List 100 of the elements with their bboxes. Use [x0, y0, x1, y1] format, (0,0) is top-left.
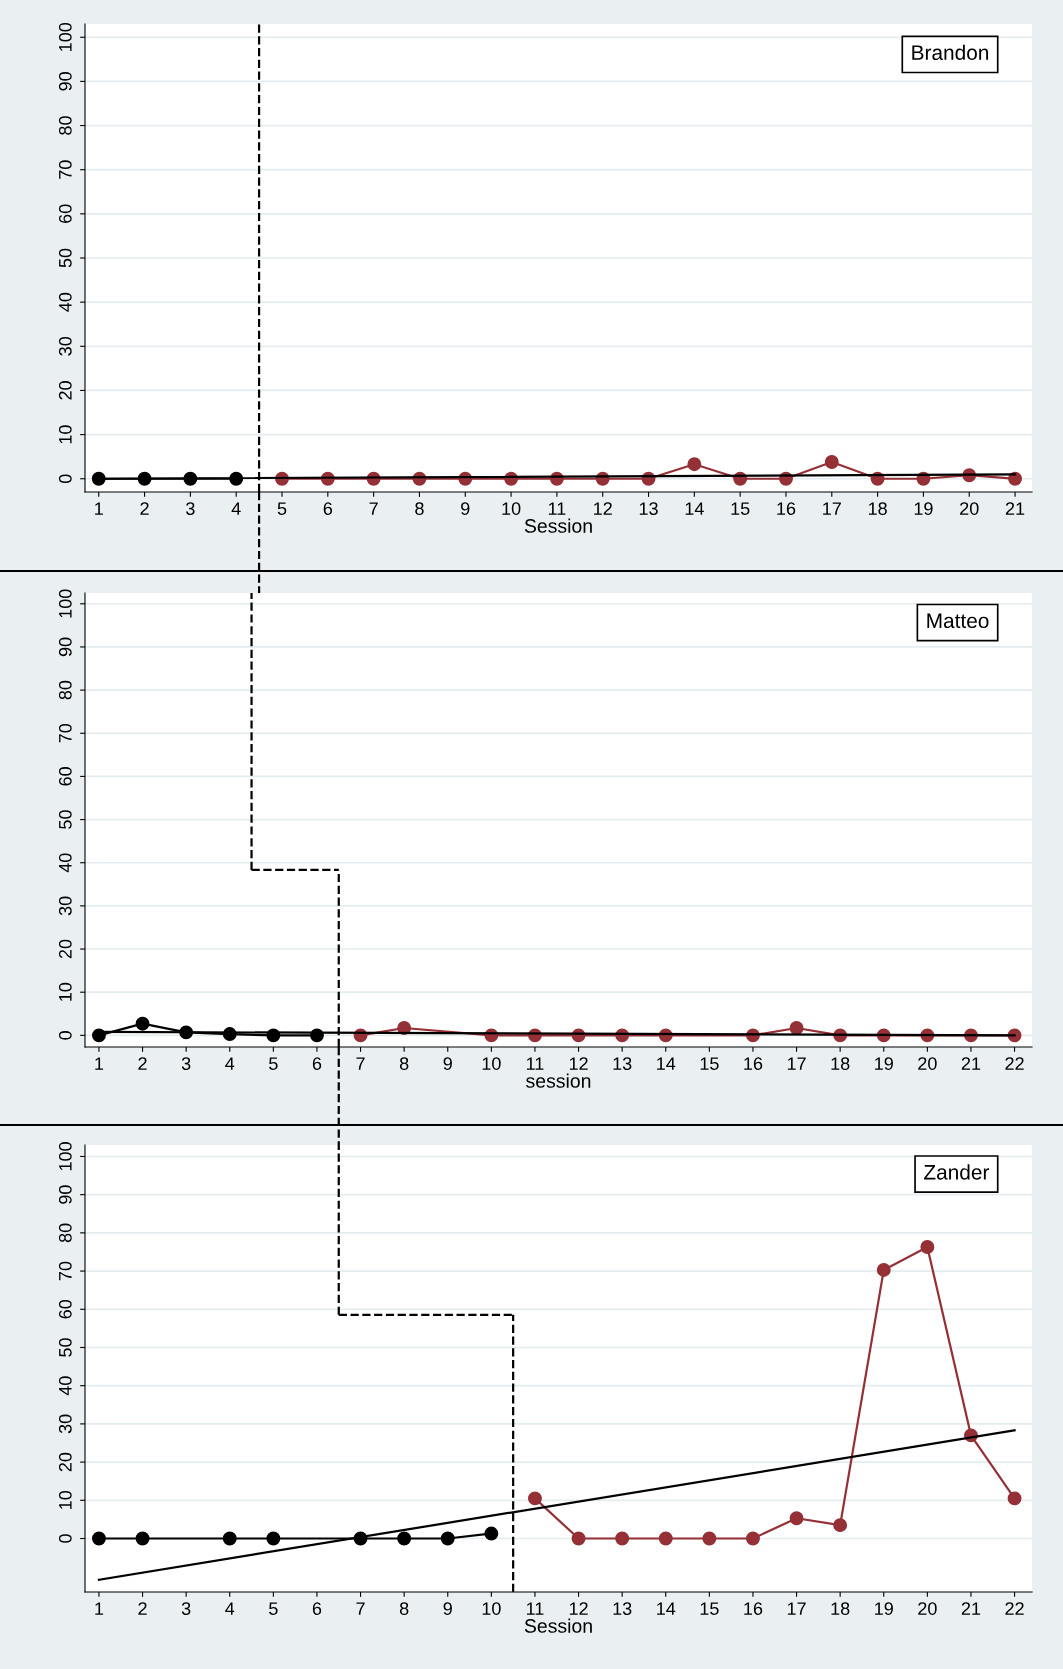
x-tick-label: 14 — [685, 502, 704, 515]
x-tick-label: 3 — [181, 1057, 191, 1070]
y-tick-label: 30 — [58, 336, 72, 356]
x-tick-label: 11 — [526, 1602, 544, 1615]
y-tick-label: 60 — [58, 1299, 72, 1319]
x-tick-label: 1 — [95, 502, 103, 515]
x-tick-label: 22 — [1005, 1602, 1024, 1615]
x-tick-label: 18 — [831, 1602, 850, 1615]
y-tick-label: 40 — [58, 1376, 72, 1396]
x-tick-label: 17 — [787, 1602, 806, 1615]
x-tick-label: 8 — [399, 1602, 409, 1615]
x-axis-title: Session — [524, 1618, 592, 1633]
x-tick-label: 19 — [914, 502, 933, 515]
x-tick-label: 2 — [140, 502, 149, 515]
annotation: Zander — [924, 1164, 990, 1180]
x-tick-label: 21 — [1005, 502, 1025, 515]
y-tick-label: 70 — [58, 1261, 72, 1281]
x-tick-label: 4 — [231, 502, 241, 515]
x-tick-label: 11 — [548, 502, 566, 515]
y-tick-label: 20 — [58, 381, 72, 400]
y-tick-label: 30 — [58, 1414, 72, 1434]
x-tick-label: 15 — [700, 1057, 719, 1070]
y-tick-label: 70 — [58, 723, 72, 743]
x-tick-label: 9 — [443, 1057, 452, 1070]
y-tick-label: 20 — [58, 939, 72, 959]
x-axis-title: Session — [524, 518, 592, 533]
y-tick-label: 60 — [58, 204, 72, 223]
x-tick-label: 4 — [225, 1057, 235, 1070]
x-tick-label: 15 — [731, 502, 750, 515]
x-tick-label: 17 — [823, 502, 841, 515]
x-tick-label: 9 — [461, 502, 470, 515]
x-tick-label: 20 — [918, 1602, 937, 1615]
x-tick-label: 7 — [356, 1057, 365, 1070]
x-tick-label: 13 — [639, 502, 658, 515]
y-tick-label: 50 — [58, 1338, 72, 1357]
y-tick-label: 10 — [58, 982, 72, 1001]
x-tick-label: 15 — [700, 1602, 719, 1615]
x-tick-label: 20 — [960, 502, 979, 515]
y-tick-label: 0 — [58, 1031, 72, 1040]
x-tick-label: 22 — [1005, 1057, 1024, 1070]
y-tick-label: 80 — [58, 1223, 72, 1243]
x-tick-label: 6 — [323, 502, 333, 515]
x-tick-label: 8 — [399, 1057, 409, 1070]
x-tick-label: 13 — [613, 1057, 632, 1070]
x-tick-label: 1 — [95, 1602, 104, 1615]
x-tick-label: 2 — [138, 1057, 147, 1070]
y-tick-label: 90 — [58, 1185, 72, 1204]
x-tick-label: 17 — [787, 1057, 806, 1070]
y-tick-label: 100 — [58, 589, 72, 618]
annotation: Brandon — [912, 44, 989, 61]
x-tick-label: 5 — [269, 1602, 278, 1615]
x-tick-label: 1 — [95, 1057, 104, 1070]
x-tick-label: 10 — [482, 1602, 501, 1615]
y-tick-label: 100 — [58, 22, 72, 51]
y-tick-label: 50 — [58, 810, 72, 829]
x-tick-label: 3 — [181, 1602, 191, 1615]
x-tick-label: 12 — [569, 1057, 588, 1070]
x-axis-title: session — [526, 1073, 591, 1088]
x-tick-label: 12 — [594, 502, 612, 515]
x-tick-label: 16 — [744, 1057, 763, 1070]
x-tick-label: 18 — [831, 1057, 850, 1070]
x-tick-label: 18 — [868, 502, 887, 515]
x-tick-label: 10 — [482, 1057, 501, 1070]
y-tick-label: 30 — [58, 896, 72, 916]
x-tick-label: 21 — [961, 1057, 981, 1070]
x-tick-label: 3 — [186, 502, 195, 515]
x-tick-label: 9 — [443, 1602, 452, 1615]
x-tick-label: 6 — [312, 1602, 322, 1615]
y-tick-label: 80 — [58, 116, 72, 135]
y-tick-label: 90 — [58, 637, 72, 657]
y-tick-label: 40 — [58, 853, 72, 873]
x-tick-label: 16 — [744, 1602, 763, 1615]
y-tick-label: 0 — [58, 1534, 72, 1543]
y-tick-label: 50 — [58, 248, 72, 268]
y-tick-label: 20 — [58, 1452, 72, 1472]
x-tick-label: 19 — [875, 1602, 893, 1615]
y-tick-label: 40 — [58, 292, 72, 312]
y-tick-label: 80 — [58, 680, 72, 700]
x-tick-label: 12 — [569, 1602, 588, 1615]
annotation: Matteo — [927, 613, 989, 629]
y-tick-label: 10 — [58, 1490, 72, 1509]
x-tick-label: 16 — [777, 502, 796, 515]
x-tick-label: 4 — [225, 1602, 235, 1615]
y-tick-label: 90 — [58, 72, 72, 91]
y-tick-label: 100 — [58, 1142, 72, 1171]
x-tick-label: 13 — [613, 1602, 632, 1615]
x-tick-label: 10 — [502, 502, 521, 515]
x-tick-label: 6 — [312, 1057, 322, 1070]
y-tick-label: 70 — [58, 160, 72, 179]
y-tick-label: 10 — [58, 425, 72, 444]
x-tick-label: 11 — [526, 1057, 544, 1070]
x-tick-label: 21 — [961, 1602, 981, 1615]
x-tick-label: 5 — [269, 1057, 278, 1070]
x-tick-label: 5 — [277, 502, 287, 515]
y-tick-label: 0 — [58, 474, 72, 484]
x-tick-label: 7 — [369, 502, 378, 515]
y-tick-label: 60 — [58, 767, 72, 786]
x-tick-label: 14 — [657, 1602, 676, 1615]
x-tick-label: 19 — [875, 1057, 893, 1070]
x-tick-label: 7 — [356, 1602, 365, 1615]
